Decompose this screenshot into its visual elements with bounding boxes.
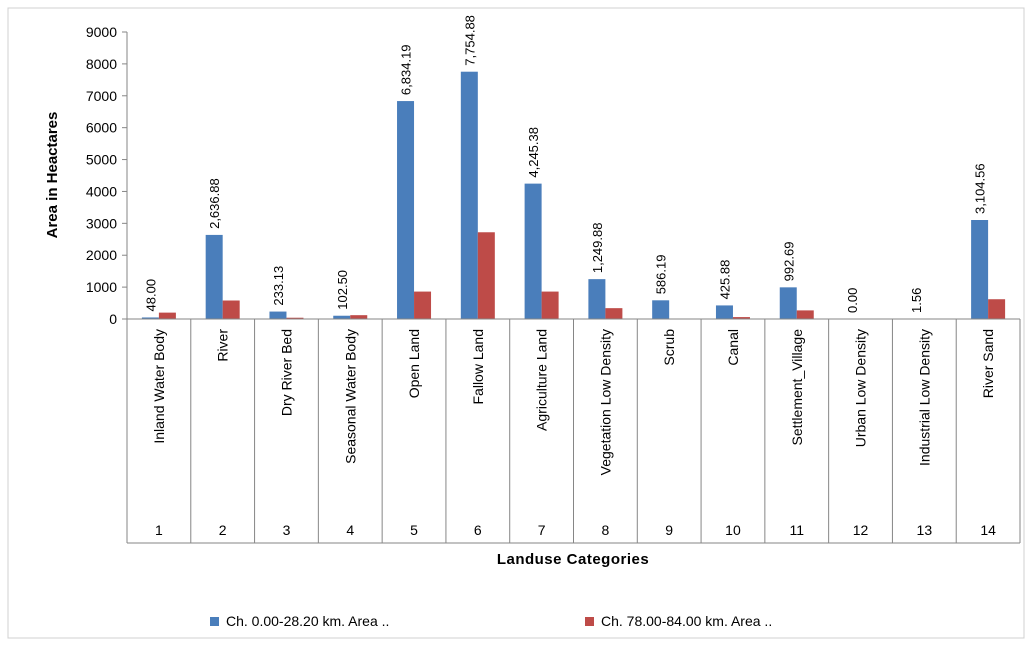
data-label: 233.13 [271,266,286,306]
data-label: 1,249.88 [590,223,605,274]
y-tick-label: 8000 [86,56,117,72]
x-axis-title: Landuse Categories [497,551,649,568]
bar-series-1 [397,101,414,319]
y-axis-title: Area in Heactares [44,112,61,239]
bar-series-2 [414,292,431,319]
x-category-number: 8 [601,522,609,538]
bar-series-1 [971,220,988,319]
x-category-number: 14 [980,522,996,538]
x-category-number: 10 [725,522,741,538]
x-category-number: 4 [346,522,354,538]
x-category-number: 12 [853,522,869,538]
bar-series-1 [588,279,605,319]
legend-label-series-2: Ch. 78.00-84.00 km. Area .. [601,613,772,629]
x-category-label: Agriculture Land [534,329,550,431]
data-label: 992.69 [781,242,796,282]
bar-series-1 [652,300,669,319]
y-tick-label: 0 [109,311,117,327]
x-category-number: 9 [665,522,673,538]
x-category-number: 2 [219,522,227,538]
data-label: 2,636.88 [207,178,222,229]
bar-series-2 [542,292,559,319]
x-category-label: Inland Water Body [151,329,167,444]
data-label: 425.88 [717,260,732,300]
y-tick-label: 5000 [86,152,117,168]
x-category-label: Dry River Bed [278,329,294,416]
x-category-label: Urban Low Density [853,329,869,447]
y-tick-label: 4000 [86,183,117,199]
bar-series-2 [988,299,1005,319]
x-category-label: Seasonal Water Body [342,329,358,464]
legend-swatch-series-2 [585,617,594,626]
x-category-label: Canal [725,329,741,366]
bar-series-1 [206,235,223,319]
data-label: 586.19 [654,255,669,295]
bar-series-2 [350,315,367,319]
data-label: 7,754.88 [462,15,477,66]
x-category-number: 5 [410,522,418,538]
y-tick-label: 6000 [86,120,117,136]
bar-series-1 [780,287,797,319]
bar-series-2 [605,308,622,319]
bar-series-2 [159,313,176,319]
x-category-number: 3 [283,522,291,538]
data-label: 4,245.38 [526,127,541,178]
bar-series-1 [525,184,542,319]
bar-series-2 [223,301,240,319]
legend-swatch-series-1 [210,617,219,626]
bar-series-2 [797,310,814,319]
x-category-label: River Sand [980,329,996,398]
x-category-label: Scrub [661,329,677,366]
data-label: 102.50 [335,270,350,310]
x-category-label: Settlement_Village [789,329,805,446]
x-category-number: 13 [917,522,933,538]
data-label: 1.56 [909,288,924,313]
x-category-number: 11 [789,522,804,538]
x-category-label: Vegetation Low Density [597,329,613,475]
x-category-label: Industrial Low Density [916,329,932,466]
x-category-number: 6 [474,522,482,538]
y-tick-label: 7000 [86,88,117,104]
bar-series-1 [461,72,478,319]
x-category-number: 7 [538,522,546,538]
x-category-number: 1 [155,522,163,538]
data-label: 48.00 [143,279,158,312]
x-category-label: Fallow Land [470,329,486,405]
y-tick-label: 1000 [86,279,117,295]
bar-series-1 [716,305,733,319]
data-label: 0.00 [845,288,860,313]
x-category-label: Open Land [406,329,422,398]
bar-series-1 [269,312,286,319]
data-label: 3,104.56 [973,163,988,214]
x-category-label: River [215,329,231,362]
y-tick-label: 9000 [86,24,117,40]
bar-series-2 [478,232,495,319]
y-tick-label: 2000 [86,247,117,263]
y-tick-label: 3000 [86,215,117,231]
legend-label-series-1: Ch. 0.00-28.20 km. Area .. [226,613,389,629]
data-label: 6,834.19 [399,44,414,95]
